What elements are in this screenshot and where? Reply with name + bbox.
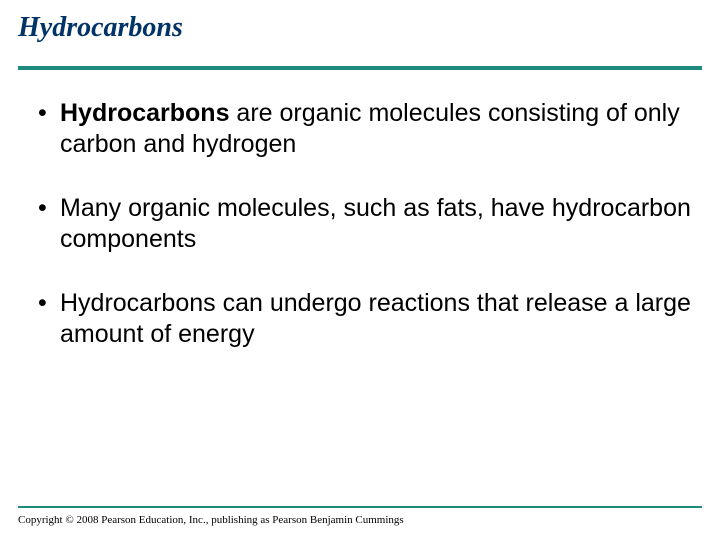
bullet-item: • Hydrocarbons can undergo reactions tha… <box>38 288 696 349</box>
bullet-text: Hydrocarbons are organic molecules consi… <box>60 98 696 159</box>
slide: Hydrocarbons • Hydrocarbons are organic … <box>0 0 720 540</box>
bullet-item: • Hydrocarbons are organic molecules con… <box>38 98 696 159</box>
text-run: Hydrocarbons can undergo reactions that … <box>60 289 691 348</box>
copyright-text: Copyright © 2008 Pearson Education, Inc.… <box>18 514 702 526</box>
text-run: Many organic molecules, such as fats, ha… <box>60 194 691 253</box>
bullet-text: Hydrocarbons can undergo reactions that … <box>60 288 696 349</box>
slide-title: Hydrocarbons <box>18 12 696 44</box>
bullet-marker: • <box>38 98 60 159</box>
bullet-marker: • <box>38 193 60 254</box>
text-run-bold: Hydrocarbons <box>60 99 229 127</box>
bullet-text: Many organic molecules, such as fats, ha… <box>60 193 696 254</box>
bullet-marker: • <box>38 288 60 349</box>
bottom-divider <box>18 506 702 508</box>
bullet-item: • Many organic molecules, such as fats, … <box>38 193 696 254</box>
slide-content: • Hydrocarbons are organic molecules con… <box>24 98 696 349</box>
slide-footer: Copyright © 2008 Pearson Education, Inc.… <box>18 506 702 526</box>
top-divider <box>18 66 702 70</box>
